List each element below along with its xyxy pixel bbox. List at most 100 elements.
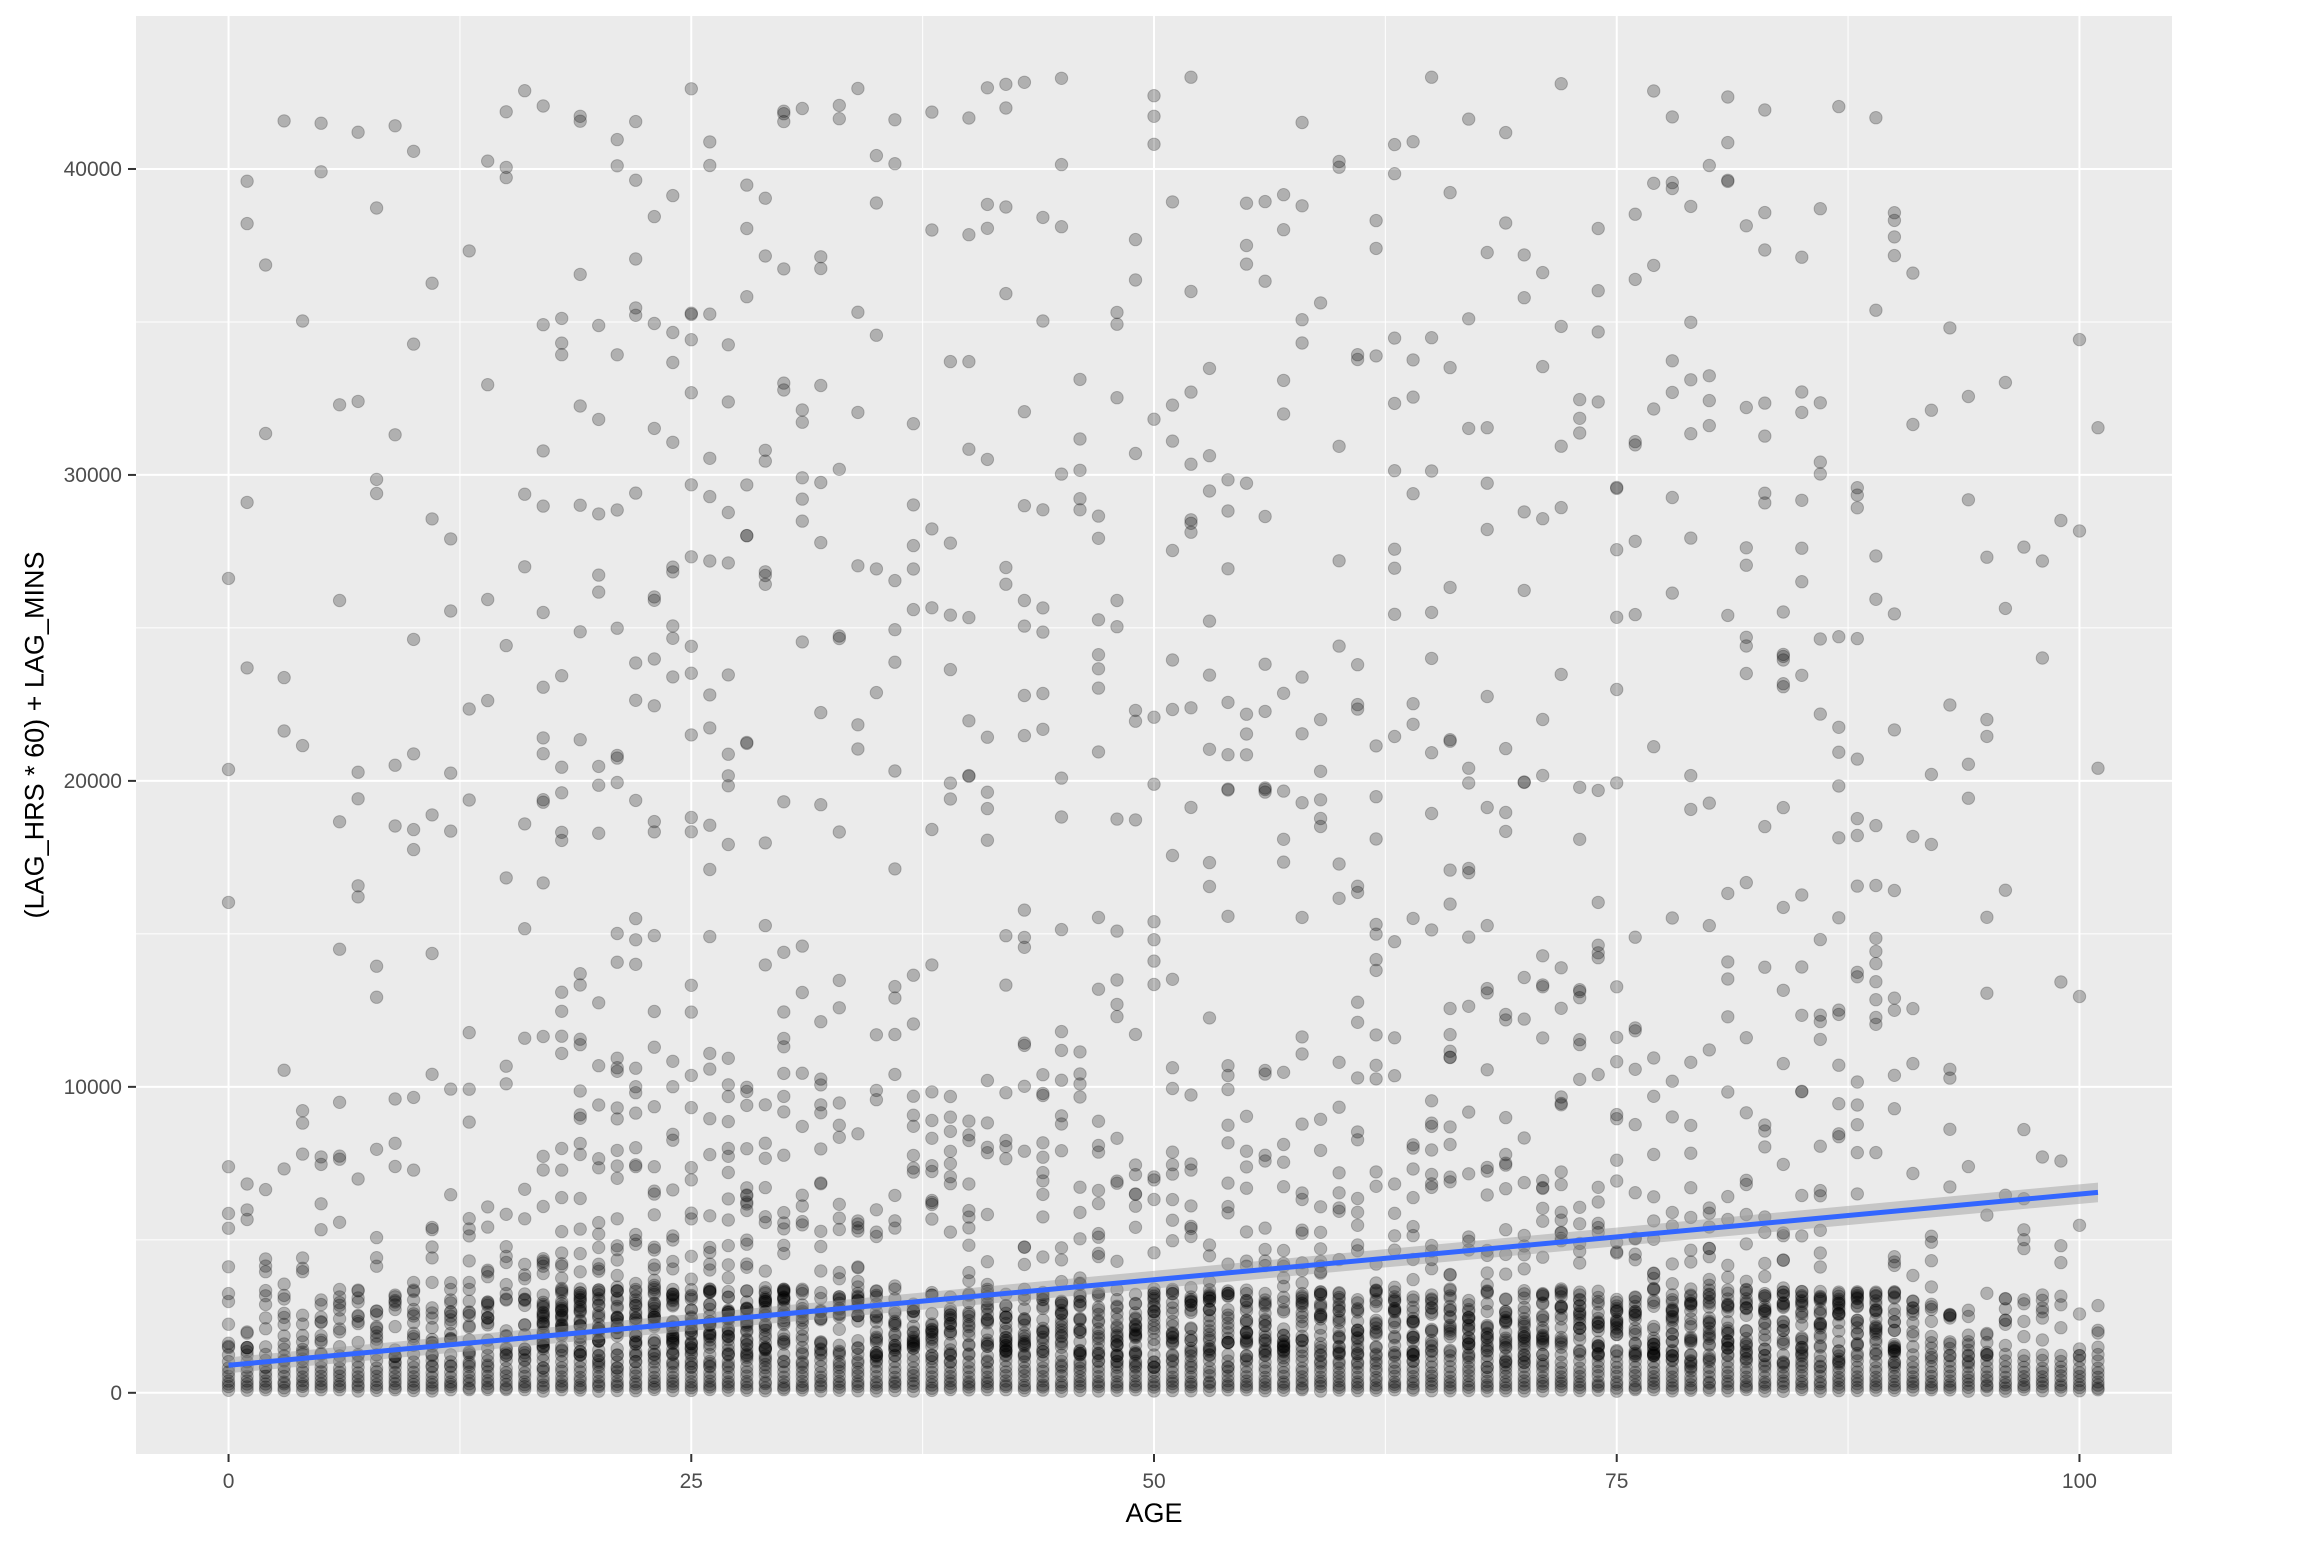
data-point <box>351 1309 365 1324</box>
data-point <box>499 1348 513 1363</box>
data-point <box>258 1265 273 1279</box>
data-point <box>1276 1303 1291 1317</box>
data-point <box>1369 1028 1383 1042</box>
data-point <box>1480 522 1494 537</box>
data-point <box>221 1339 236 1354</box>
data-point <box>1110 997 1124 1012</box>
data-point <box>647 1243 661 1257</box>
data-point <box>999 1324 1013 1339</box>
data-point <box>758 249 772 263</box>
data-point <box>1424 1094 1439 1108</box>
data-point <box>314 1329 328 1343</box>
data-point <box>536 1199 550 1214</box>
data-point <box>1073 503 1087 517</box>
data-point <box>1758 819 1772 834</box>
data-point <box>1443 1299 1457 1314</box>
data-point <box>1832 831 1846 845</box>
data-point <box>629 1369 643 1383</box>
data-point <box>1665 1074 1680 1088</box>
data-point <box>1073 1294 1087 1309</box>
data-point <box>1462 999 1476 1013</box>
data-point <box>684 1360 698 1374</box>
data-point <box>758 918 772 933</box>
data-point <box>906 968 921 982</box>
data-point <box>777 1332 791 1346</box>
data-point <box>980 221 995 236</box>
data-point <box>925 1113 939 1128</box>
data-point <box>240 661 254 675</box>
data-point <box>1017 75 1032 90</box>
data-point <box>518 1360 532 1374</box>
data-point <box>444 824 458 838</box>
data-point <box>610 1212 624 1226</box>
data-point <box>1110 924 1124 938</box>
data-point <box>1721 90 1735 104</box>
data-point <box>814 1177 828 1191</box>
data-point <box>1350 1293 1365 1307</box>
data-point <box>592 1349 606 1363</box>
data-point <box>1924 1350 1939 1365</box>
data-point <box>555 1294 569 1308</box>
data-point <box>1313 296 1328 310</box>
data-point <box>573 1383 587 1397</box>
data-point <box>1350 1205 1365 1220</box>
data-point <box>2035 1333 2050 1347</box>
data-point <box>1554 1001 1568 1015</box>
data-point <box>721 1051 735 1066</box>
data-point <box>425 1311 439 1325</box>
data-point <box>832 973 846 988</box>
data-point <box>1184 1219 1198 1234</box>
data-point <box>518 1182 532 1197</box>
data-point <box>406 1309 421 1323</box>
data-point <box>1239 238 1254 253</box>
data-point <box>610 1365 624 1379</box>
data-point <box>851 718 865 732</box>
data-point <box>1721 1270 1735 1284</box>
data-point <box>1832 1344 1846 1358</box>
data-point <box>1110 593 1124 608</box>
data-point <box>666 1331 680 1345</box>
data-point <box>703 307 717 321</box>
data-point <box>1406 487 1420 501</box>
data-point <box>999 1139 1013 1154</box>
data-point <box>425 1348 439 1363</box>
data-point <box>332 1383 347 1397</box>
data-point <box>444 604 458 618</box>
data-point <box>1424 1167 1439 1182</box>
data-point <box>703 1284 717 1298</box>
data-point <box>721 1325 735 1340</box>
data-point <box>1462 1335 1476 1349</box>
data-point <box>740 1369 754 1383</box>
data-point <box>444 1309 458 1323</box>
data-point <box>1628 930 1642 944</box>
data-point <box>1943 698 1957 712</box>
data-point <box>1480 245 1494 260</box>
data-point <box>1573 1285 1587 1299</box>
data-point <box>481 1316 495 1330</box>
data-point <box>592 1358 606 1372</box>
data-point <box>758 191 772 205</box>
data-point <box>555 1370 569 1384</box>
data-point <box>1795 668 1809 682</box>
data-point <box>536 1370 550 1385</box>
data-point <box>1702 1315 1717 1330</box>
data-point <box>1980 1286 1994 1301</box>
data-point <box>573 1108 587 1122</box>
data-point <box>1424 1337 1439 1351</box>
data-point <box>1406 1272 1420 1287</box>
data-point <box>258 1322 273 1336</box>
data-point <box>703 1297 717 1312</box>
data-point <box>481 1305 495 1319</box>
data-point <box>592 759 606 774</box>
data-point <box>2091 1298 2105 1313</box>
data-point <box>481 1310 495 1325</box>
data-point <box>666 1183 680 1197</box>
data-point <box>1406 1162 1420 1176</box>
data-point <box>1202 484 1217 498</box>
data-point <box>536 1317 550 1331</box>
data-point <box>629 957 643 971</box>
data-point <box>1110 317 1124 331</box>
data-point <box>1332 160 1346 174</box>
data-point <box>221 1286 236 1301</box>
data-point <box>555 1246 569 1260</box>
